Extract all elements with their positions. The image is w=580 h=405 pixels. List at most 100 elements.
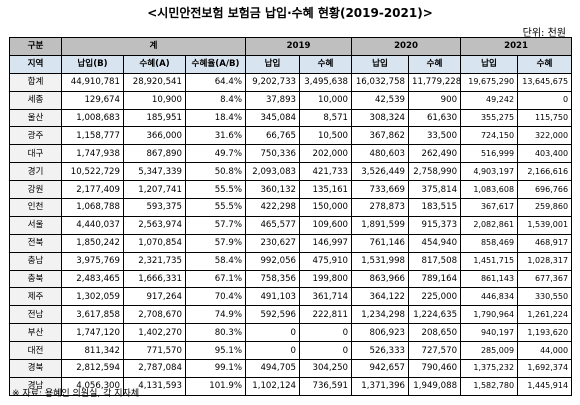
- cell-paid-2020: 863,966: [351, 269, 410, 289]
- cell-ratio: 74.9%: [184, 305, 247, 325]
- cell-total-benefit: 593,375: [123, 198, 186, 217]
- cell-paid-2020: 480,603: [351, 144, 410, 164]
- cell-benefit-2019: 736,591: [299, 376, 353, 396]
- row-region: 서울: [9, 215, 62, 235]
- table-row: 부산 1,747,120 1,402,270 80.3% 0 0 806,923 208,65…: [9, 323, 573, 343]
- header-benefit-2021: 수혜: [517, 54, 573, 74]
- cell-benefit-2020: 33,500: [408, 126, 462, 146]
- source-footnote: ※ 자료: 용혜인 의원실, 각 지자체: [12, 389, 140, 399]
- cell-benefit-2020: 61,630: [408, 108, 462, 128]
- table-row: 서울 4,440,037 2,563,974 57.7% 465,577 109,600 1…: [9, 215, 573, 235]
- cell-paid-2021: 516,999: [460, 144, 519, 164]
- cell-paid-2020: 733,669: [351, 180, 410, 200]
- row-region: 합계: [9, 72, 62, 92]
- cell-total-benefit: 1,402,270: [123, 323, 186, 343]
- cell-ratio: 50.8%: [184, 162, 247, 182]
- cell-ratio: 57.7%: [184, 215, 247, 235]
- cell-benefit-2021: 2,166,616: [517, 162, 573, 182]
- table-row: 제주 1,302,059 917,264 70.4% 491,103 361,714 364…: [9, 287, 573, 307]
- cell-paid-2019: 2,093,083: [245, 162, 301, 182]
- table-row: 울산 1,008,683 185,951 18.4% 345,084 8,571 308,3…: [9, 108, 573, 128]
- row-region: 충남: [9, 251, 62, 271]
- cell-total-paid: 1,747,938: [61, 144, 124, 164]
- cell-benefit-2019: 421,733: [299, 162, 353, 182]
- cell-benefit-2021: 0: [517, 90, 573, 110]
- cell-paid-2020: 1,891,599: [351, 215, 410, 235]
- cell-benefit-2020: 183,515: [408, 198, 462, 217]
- table-row: 광주 1,158,777 366,000 31.6% 66,765 10,500 367,8…: [9, 126, 573, 146]
- cell-paid-2021: 1,083,608: [460, 180, 519, 200]
- row-region: 부산: [9, 323, 62, 343]
- cell-total-paid: 44,910,781: [61, 72, 124, 92]
- cell-paid-2021: 724,150: [460, 126, 519, 146]
- cell-benefit-2021: 330,550: [517, 287, 573, 307]
- header-2019: 2019: [245, 37, 353, 56]
- cell-paid-2020: 761,146: [351, 233, 410, 253]
- cell-paid-2021: 861,143: [460, 269, 519, 289]
- cell-total-paid: 3,975,769: [61, 251, 124, 271]
- cell-ratio: 99.1%: [184, 359, 247, 378]
- cell-ratio: 67.1%: [184, 269, 247, 289]
- cell-benefit-2019: 0: [299, 323, 353, 343]
- cell-total-paid: 1,008,683: [61, 108, 124, 128]
- cell-total-benefit: 1,207,741: [123, 180, 186, 200]
- cell-paid-2019: 360,132: [245, 180, 301, 200]
- row-region: 세종: [9, 90, 62, 110]
- cell-paid-2020: 1,234,298: [351, 305, 410, 325]
- cell-total-benefit: 2,787,084: [123, 359, 186, 378]
- cell-paid-2021: 285,009: [460, 341, 519, 361]
- cell-paid-2020: 806,923: [351, 323, 410, 343]
- cell-total-benefit: 185,951: [123, 108, 186, 128]
- table-row: 강원 2,177,409 1,207,741 55.5% 360,132 135,161 7…: [9, 180, 573, 200]
- row-region: 울산: [9, 108, 62, 128]
- cell-total-paid: 811,342: [61, 341, 124, 361]
- unit-label: 단위: 천원: [522, 28, 566, 39]
- cell-benefit-2021: 13,645,675: [517, 72, 573, 92]
- header-2021: 2021: [460, 37, 573, 56]
- cell-benefit-2021: 677,367: [517, 269, 573, 289]
- cell-paid-2020: 942,657: [351, 359, 410, 378]
- header-ratio: 수혜율(A/B): [184, 54, 247, 74]
- header-category: 구분: [9, 37, 62, 56]
- table-row: 충북 2,483,465 1,666,331 67.1% 758,356 199,800 8…: [9, 269, 573, 289]
- cell-total-benefit: 771,570: [123, 341, 186, 361]
- cell-benefit-2021: 1,692,374: [517, 359, 573, 378]
- header-paid-2019: 납입: [245, 54, 301, 74]
- cell-benefit-2020: 208,650: [408, 323, 462, 343]
- cell-total-benefit: 1,070,854: [123, 233, 186, 253]
- cell-paid-2019: 230,627: [245, 233, 301, 253]
- cell-total-benefit: 917,264: [123, 287, 186, 307]
- row-region: 경북: [9, 359, 62, 378]
- cell-total-paid: 1,747,120: [61, 323, 124, 343]
- cell-ratio: 49.7%: [184, 144, 247, 164]
- cell-ratio: 8.4%: [184, 90, 247, 110]
- cell-total-paid: 2,177,409: [61, 180, 124, 200]
- cell-total-paid: 3,617,858: [61, 305, 124, 325]
- cell-benefit-2019: 109,600: [299, 215, 353, 235]
- cell-total-paid: 1,850,242: [61, 233, 124, 253]
- header-row-sub: 지역 납입(B) 수혜(A) 수혜율(A/B) 납입 수혜 납입 수혜 납입 수…: [9, 54, 573, 74]
- cell-benefit-2019: 10,500: [299, 126, 353, 146]
- cell-paid-2019: 0: [245, 323, 301, 343]
- cell-benefit-2020: 915,373: [408, 215, 462, 235]
- cell-ratio: 57.9%: [184, 233, 247, 253]
- cell-total-benefit: 5,347,339: [123, 162, 186, 182]
- cell-paid-2021: 4,903,197: [460, 162, 519, 182]
- cell-paid-2019: 491,103: [245, 287, 301, 307]
- cell-benefit-2021: 115,750: [517, 108, 573, 128]
- cell-paid-2020: 526,333: [351, 341, 410, 361]
- table-row: 전남 3,617,858 2,708,670 74.9% 592,596 222,811 1…: [9, 305, 573, 325]
- cell-ratio: 70.4%: [184, 287, 247, 307]
- cell-benefit-2021: 1,445,914: [517, 376, 573, 396]
- cell-paid-2020: 367,862: [351, 126, 410, 146]
- cell-paid-2021: 2,082,861: [460, 215, 519, 235]
- row-region: 전북: [9, 233, 62, 253]
- cell-paid-2021: 1,375,232: [460, 359, 519, 378]
- cell-benefit-2021: 696,766: [517, 180, 573, 200]
- cell-benefit-2021: 44,000: [517, 341, 573, 361]
- cell-benefit-2020: 789,164: [408, 269, 462, 289]
- cell-ratio: 64.4%: [184, 72, 247, 92]
- row-region: 전남: [9, 305, 62, 325]
- cell-paid-2021: 446,834: [460, 287, 519, 307]
- cell-benefit-2020: 454,940: [408, 233, 462, 253]
